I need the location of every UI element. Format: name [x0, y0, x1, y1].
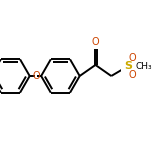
- Text: O: O: [32, 71, 40, 81]
- Text: S: S: [124, 61, 132, 71]
- Text: O: O: [91, 37, 99, 47]
- Text: O: O: [128, 70, 136, 80]
- Text: CH₃: CH₃: [136, 62, 152, 71]
- Text: O: O: [128, 53, 136, 63]
